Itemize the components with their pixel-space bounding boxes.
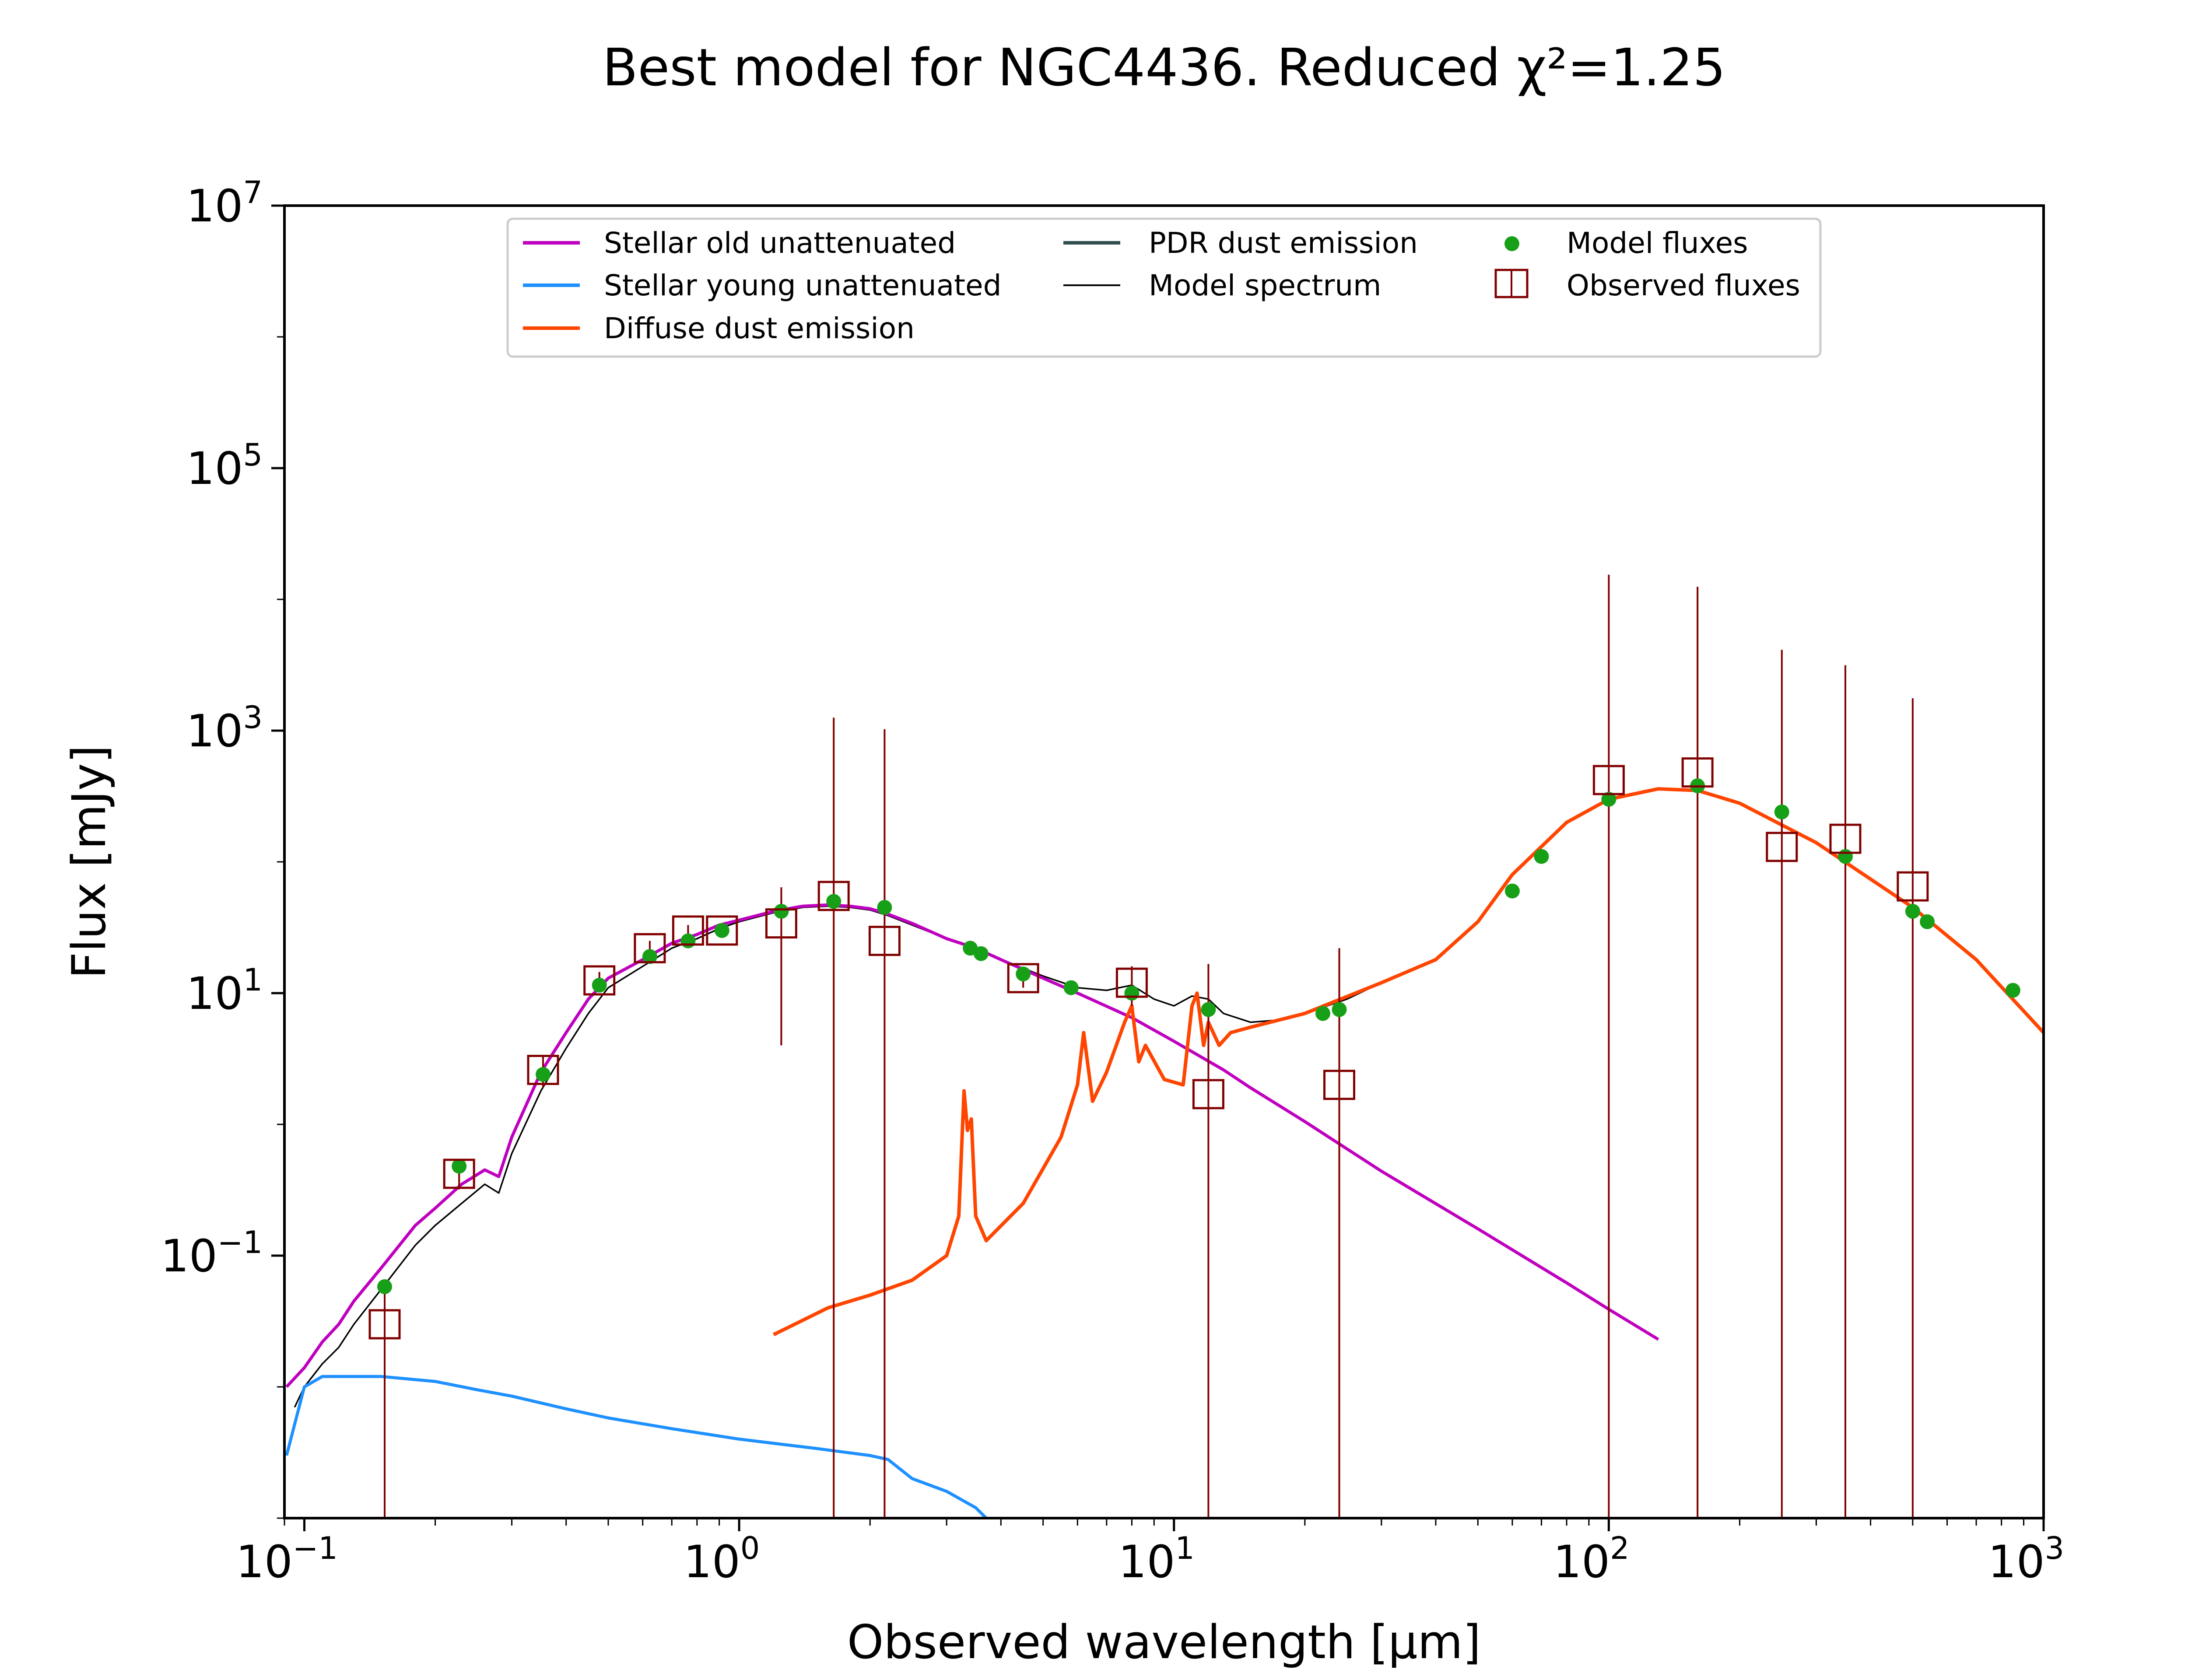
model-flux-point	[1332, 1002, 1347, 1017]
observed-flux-point	[1007, 963, 1039, 994]
model-flux-point	[826, 894, 842, 909]
observed-flux-point	[1192, 1079, 1224, 1110]
model-flux-point	[1504, 883, 1520, 899]
observed-flux-point	[1829, 823, 1862, 854]
model-flux-point	[877, 900, 892, 915]
observed-flux-point	[1681, 757, 1714, 788]
x-tick-label: 103	[1988, 1530, 2064, 1588]
plot-layers	[285, 574, 2044, 1518]
legend-label-model-fluxes: Model fluxes	[1567, 226, 1748, 260]
observed-flux-point	[583, 965, 616, 996]
observed-flux-point	[765, 908, 797, 939]
model-flux-point	[973, 946, 989, 961]
legend-label-stellar-young: Stellar young unattenuated	[604, 269, 1002, 302]
model-flux-point	[1534, 849, 1549, 864]
observed-flux-point	[706, 915, 738, 946]
observed-flux-point	[868, 926, 901, 956]
observed-flux-point	[672, 915, 704, 946]
observed-flux-point	[1592, 765, 1625, 795]
model-flux-point	[1601, 791, 1616, 807]
model-flux-point	[714, 923, 729, 938]
observed-flux-point	[1115, 967, 1148, 998]
y-axis-ticks: 10−1 101 103 105 107	[161, 175, 284, 1519]
legend-label-observed-fluxes: Observed fluxes	[1567, 269, 1800, 302]
y-tick-label: 101	[186, 962, 263, 1020]
model-flux-point	[1201, 1002, 1216, 1017]
model-flux-point	[642, 949, 657, 964]
series-line-stellar-young-unattenuated	[285, 1375, 988, 1518]
chart-title: Best model for NGC4436. Reduced χ²=1.25	[603, 37, 1726, 98]
legend-label-diffuse-dust: Diffuse dust emission	[604, 312, 915, 345]
model-flux-point	[592, 977, 607, 993]
model-flux-point	[536, 1067, 551, 1082]
series-line-stellar-old-unattenuated	[285, 903, 1659, 1388]
model-flux-point	[1838, 849, 1853, 864]
markers	[368, 757, 2020, 1340]
observed-flux-point	[527, 1055, 559, 1085]
model-flux-point	[774, 904, 789, 919]
x-axis-ticks: 10−1 100 101 102 103	[236, 1518, 2064, 1588]
legend-label-stellar-old: Stellar old unattenuated	[604, 226, 956, 260]
x-tick-label: 10−1	[236, 1530, 338, 1588]
series-lines	[285, 787, 2044, 1518]
series-line-diffuse-dust-emission	[773, 787, 2044, 1337]
observed-flux-point	[1323, 1070, 1355, 1100]
observed-flux-point	[1766, 832, 1798, 862]
model-flux-point	[1315, 1006, 1330, 1021]
legend-frame	[506, 217, 1822, 358]
legend-swatch-model-fluxes	[1504, 236, 1519, 251]
model-flux-point	[377, 1279, 392, 1294]
model-flux-point	[1920, 914, 1935, 929]
y-tick-label: 105	[186, 437, 263, 495]
observed-flux-point	[634, 933, 666, 963]
observed-flux-point	[368, 1309, 401, 1340]
legend-label-model-spectrum: Model spectrum	[1149, 269, 1381, 302]
x-tick-label: 102	[1553, 1530, 1629, 1588]
model-flux-point	[1016, 966, 1031, 982]
x-axis-label: Observed wavelength [μm]	[847, 1615, 1481, 1669]
model-flux-point	[1905, 904, 1920, 919]
error-bars	[384, 574, 1914, 1518]
model-flux-point	[452, 1158, 467, 1174]
legend-label-pdr-dust: PDR dust emission	[1149, 226, 1418, 260]
y-tick-label: 10−1	[161, 1225, 263, 1282]
model-flux-point	[680, 933, 696, 948]
y-tick-label: 107	[186, 175, 263, 232]
model-flux-point	[1774, 804, 1789, 819]
model-flux-point	[1124, 986, 1140, 1001]
legend: Stellar old unattenuated Stellar young u…	[506, 217, 1822, 358]
y-axis-label: Flux [mJy]	[62, 745, 116, 979]
x-tick-label: 100	[684, 1530, 760, 1588]
model-flux-point	[2005, 983, 2020, 998]
observed-flux-point	[1897, 871, 1929, 902]
x-tick-label: 101	[1119, 1530, 1195, 1588]
observed-flux-point	[817, 881, 850, 911]
model-flux-point	[1063, 980, 1079, 995]
y-tick-label: 103	[186, 700, 263, 757]
observed-flux-point	[443, 1158, 475, 1189]
